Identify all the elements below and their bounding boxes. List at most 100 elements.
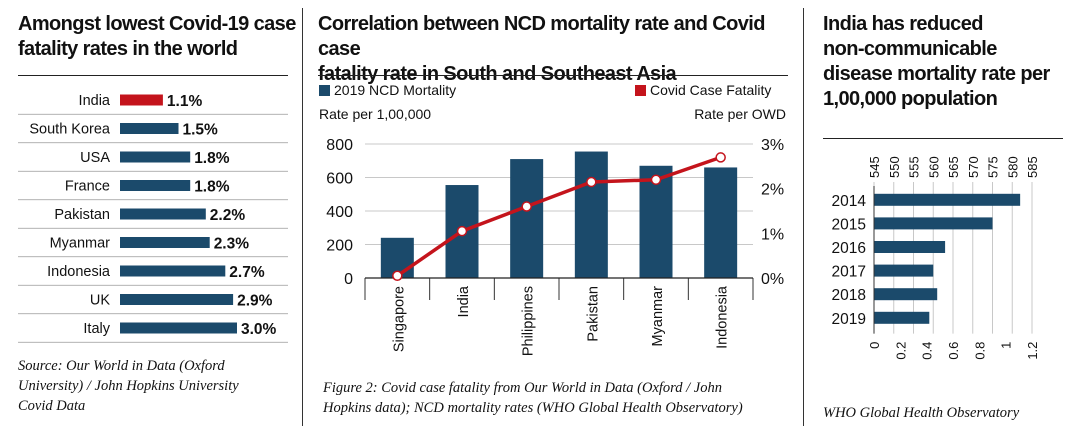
category-label: UK	[90, 293, 110, 309]
ncd-year-bar	[874, 264, 934, 277]
bar	[120, 322, 237, 334]
correlation-panel: Correlation between NCD mortality rate a…	[305, 0, 800, 434]
covid-fatality-point	[392, 270, 403, 282]
ncd-trend-bar-chart: 545 550 555 560 565 570 575 580 585 2014 2015 2016 2…	[832, 156, 1040, 360]
panel3-title-rule	[823, 138, 1063, 139]
bottom-tick-label: 1	[999, 342, 1014, 349]
panel2-title-rule	[318, 75, 788, 76]
right-tick-label: 2%	[761, 182, 784, 199]
top-tick-label: 575	[986, 156, 1001, 178]
panel1-title-line2: fatality rates in the world	[18, 38, 238, 60]
panel1-source-line1: Source: Our World in Data (Oxford	[18, 358, 225, 374]
ncd-year-bar	[874, 311, 930, 324]
bottom-tick-label: 0.4	[920, 342, 935, 360]
correlation-combo-chart: 2019 NCD Mortality Covid Case Fatality Rat…	[319, 82, 786, 356]
right-tick-label: 0%	[761, 271, 784, 288]
ncd-bar	[704, 167, 738, 278]
panel2-caption-line1: Figure 2: Covid case fatality from Our W…	[323, 380, 722, 396]
category-label: Singapore	[391, 286, 407, 352]
panel3-title: India has reduced non-communicable disea…	[823, 12, 1071, 112]
bar	[120, 94, 163, 106]
panel1-title: Amongst lowest Covid-19 case fatality ra…	[18, 12, 298, 62]
legend-label-covid: Covid Case Fatality	[650, 82, 771, 98]
top-tick-label: 565	[946, 156, 961, 178]
ncd-year-bar	[874, 241, 946, 253]
panel3-title-line4: 1,00,000 population	[823, 88, 998, 110]
category-label: Indonesia	[715, 285, 731, 349]
bottom-tick-label: 0.6	[946, 342, 961, 360]
left-axis-title: Rate per 1,00,000	[319, 106, 431, 122]
bar	[120, 151, 191, 163]
year-label: 2015	[832, 216, 866, 233]
top-tick-label: 560	[926, 156, 941, 178]
left-tick-label: 0	[344, 271, 353, 288]
value-label: 2.7%	[229, 264, 265, 281]
category-label: Indonesia	[47, 264, 111, 280]
top-tick-label: 555	[907, 156, 922, 178]
fatality-bar-chart: India 1.1% South Korea 1.5% USA 1.8% France 1.8…	[18, 93, 288, 343]
year-label: 2017	[832, 264, 866, 281]
panel1-title-rule	[18, 75, 288, 76]
year-label: 2016	[832, 240, 866, 257]
legend-label-ncd: 2019 NCD Mortality	[334, 82, 456, 98]
right-tick-label: 1%	[761, 226, 784, 243]
bottom-tick-label: 0.8	[972, 342, 987, 360]
left-tick-label: 400	[326, 204, 353, 221]
category-label: Pakistan	[585, 286, 601, 342]
bar	[120, 265, 226, 277]
covid-fatality-point	[650, 174, 662, 185]
category-label: Italy	[83, 321, 110, 337]
top-tick-label: 570	[966, 156, 981, 178]
value-label: 1.8%	[194, 179, 230, 196]
covid-fatality-line	[396, 155, 722, 278]
top-tick-label: 585	[1025, 156, 1040, 178]
value-label: 3.0%	[241, 321, 277, 338]
fatality-rate-panel: Amongst lowest Covid-19 case fatality ra…	[0, 0, 300, 434]
covid-fatality-point	[456, 225, 468, 237]
panel3-title-line2: non-communicable	[823, 38, 997, 60]
top-tick-label: 550	[887, 156, 902, 178]
bottom-tick-label: 1.2	[1025, 342, 1040, 360]
category-label: Myanmar	[650, 286, 666, 347]
category-label: France	[65, 179, 110, 195]
left-tick-label: 600	[326, 171, 353, 188]
left-tick-label: 800	[326, 137, 353, 154]
category-label: USA	[80, 150, 110, 166]
year-label: 2019	[832, 311, 866, 328]
right-axis-title: Rate per OWD	[694, 106, 786, 122]
panel2-title-line2: fatality rate in South and Southeast Asi…	[318, 63, 677, 85]
covid-fatality-point	[715, 152, 726, 163]
bar	[120, 208, 206, 220]
panel-divider-1	[302, 8, 303, 426]
category-label: India	[456, 285, 472, 317]
panel1-source: Source: Our World in Data (Oxford Univer…	[18, 356, 293, 416]
top-tick-label: 580	[1005, 156, 1020, 178]
panel-divider-2	[803, 8, 804, 426]
panel1-source-line3: Covid Data	[18, 398, 86, 414]
legend-swatch-ncd	[319, 85, 330, 96]
panel2-title-line1: Correlation between NCD mortality rate a…	[318, 13, 765, 60]
year-label: 2014	[832, 193, 867, 210]
category-label: India	[79, 93, 111, 109]
year-label: 2018	[832, 287, 866, 304]
panel3-title-line1: India has reduced	[823, 13, 983, 35]
panel3-source: WHO Global Health Observatory	[823, 405, 1020, 421]
bottom-tick-label: 0	[867, 342, 882, 349]
legend-swatch-covid	[635, 85, 646, 96]
ncd-year-bar	[874, 193, 1021, 206]
bar	[120, 294, 234, 305]
value-label: 1.8%	[194, 150, 230, 167]
ncd-trend-panel: India has reduced non-communicable disea…	[806, 0, 1071, 434]
value-label: 2.3%	[214, 236, 250, 253]
panel2-title: Correlation between NCD mortality rate a…	[318, 12, 798, 87]
category-label: Pakistan	[54, 207, 110, 223]
covid-fatality-point	[586, 176, 597, 188]
value-label: 1.5%	[183, 122, 219, 139]
panel1-title-line1: Amongst lowest Covid-19 case	[18, 13, 296, 35]
ncd-year-bar	[874, 288, 938, 301]
bar	[120, 123, 179, 134]
value-label: 2.2%	[210, 207, 246, 224]
value-label: 1.1%	[167, 93, 203, 110]
top-tick-label: 545	[867, 156, 882, 178]
covid-fatality-point	[521, 201, 532, 212]
